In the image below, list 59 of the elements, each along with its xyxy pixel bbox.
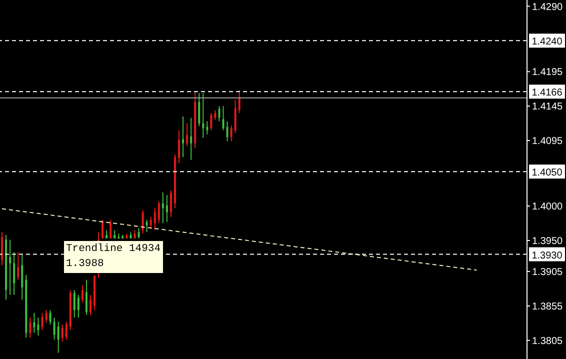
candlestick (238, 90, 240, 114)
candlestick (61, 324, 64, 342)
candlestick (49, 310, 52, 326)
candlestick (170, 190, 172, 218)
candlestick (166, 194, 168, 222)
y-tick-label: 1.4195 (532, 67, 564, 78)
candlestick (90, 294, 92, 316)
candlestick (1, 232, 3, 266)
y-tick-label: 1.4000 (532, 202, 564, 213)
candlestick (41, 312, 44, 331)
candlestick (29, 317, 32, 338)
candlestick (45, 310, 48, 323)
annotation: Trendline 14934 1.3988 (64, 241, 163, 273)
ref-line-label: 1.3930 (532, 250, 563, 262)
candlestick (202, 92, 204, 138)
candlestick (73, 290, 76, 318)
candlestick (13, 252, 16, 296)
candlestick (226, 120, 228, 142)
candlestick (77, 294, 80, 318)
candlestick (158, 200, 160, 224)
candlestick (110, 219, 112, 239)
candlestick (218, 106, 220, 122)
candlestick (138, 228, 140, 239)
ref-line-label: 1.4240 (532, 36, 563, 48)
candlestick (190, 117, 192, 160)
candlestick (150, 216, 152, 229)
ref-line-label: 1.4050 (532, 168, 563, 179)
ref-line-label: 1.4166 (532, 88, 563, 99)
y-tick-label: 1.4145 (532, 102, 564, 113)
candlestick (222, 106, 224, 131)
y-tick-label: 1.3950 (532, 236, 564, 248)
candlestick (214, 110, 216, 120)
candlestick (230, 124, 232, 142)
candlestick (186, 122, 188, 147)
candlestick (21, 254, 24, 300)
candlestick (146, 219, 148, 233)
candlestick (37, 317, 40, 336)
candlestick (17, 252, 20, 280)
candlestick (9, 239, 12, 296)
candlestick (85, 279, 88, 316)
candlestick (33, 312, 36, 334)
y-tick-label: 1.3905 (532, 267, 564, 278)
candlestick (81, 284, 84, 303)
y-tick-label: 1.4095 (532, 136, 564, 148)
candlestick (57, 321, 60, 354)
candlestick (178, 130, 180, 164)
candlestick (53, 317, 56, 340)
candlestick (162, 192, 164, 224)
candlestick (182, 116, 184, 158)
y-tick-label: 1.4290 (532, 2, 564, 13)
candlestick (210, 112, 212, 131)
candlestick (142, 210, 144, 234)
candlestick (102, 219, 104, 239)
y-tick-label: 1.3855 (532, 301, 564, 312)
candlestick (234, 99, 236, 134)
candlestick (65, 321, 68, 340)
candlestick (154, 208, 156, 231)
y-tick-label: 1.3805 (532, 336, 564, 347)
candlestick (198, 92, 200, 127)
